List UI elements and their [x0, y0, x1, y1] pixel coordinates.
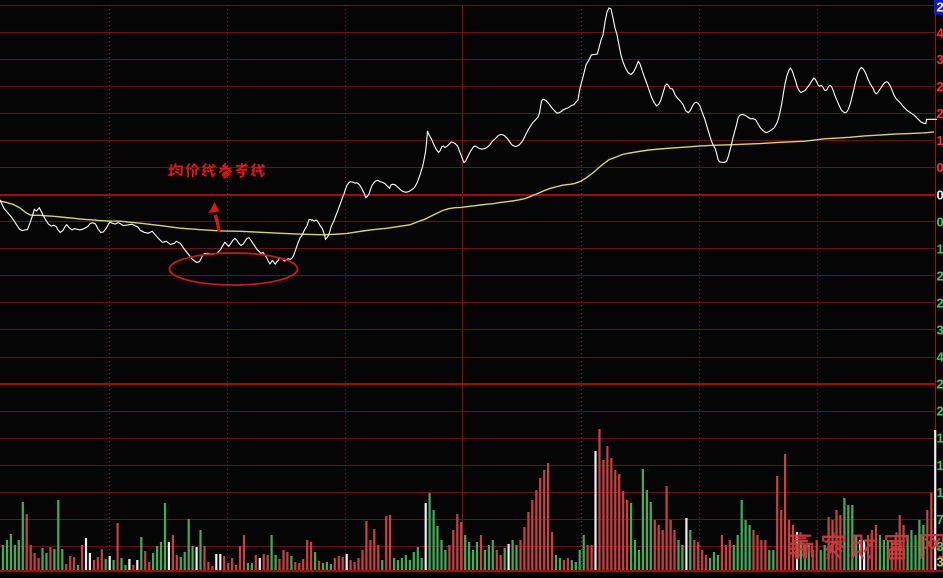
svg-text:3: 3 [937, 52, 943, 67]
svg-text:3: 3 [937, 555, 943, 570]
svg-text:2: 2 [937, 268, 943, 283]
svg-text:1: 1 [937, 241, 943, 256]
svg-text:1: 1 [937, 485, 943, 500]
svg-text:4: 4 [937, 350, 943, 365]
svg-text:2: 2 [937, 79, 943, 94]
svg-text:1: 1 [937, 458, 943, 473]
svg-text:0: 0 [937, 214, 943, 229]
svg-text:3: 3 [937, 323, 943, 338]
svg-text:0: 0 [937, 187, 943, 202]
svg-text:2: 2 [937, 404, 943, 419]
svg-text:4: 4 [937, 26, 943, 41]
svg-text:3: 3 [937, 539, 943, 554]
svg-text:2: 2 [937, 0, 943, 15]
svg-text:7: 7 [937, 512, 943, 527]
svg-text:0: 0 [937, 160, 943, 175]
svg-text:2: 2 [937, 377, 943, 392]
svg-text:1: 1 [937, 133, 943, 148]
svg-text:2: 2 [937, 296, 943, 311]
svg-text:1: 1 [937, 431, 943, 446]
svg-text:2: 2 [937, 106, 943, 121]
